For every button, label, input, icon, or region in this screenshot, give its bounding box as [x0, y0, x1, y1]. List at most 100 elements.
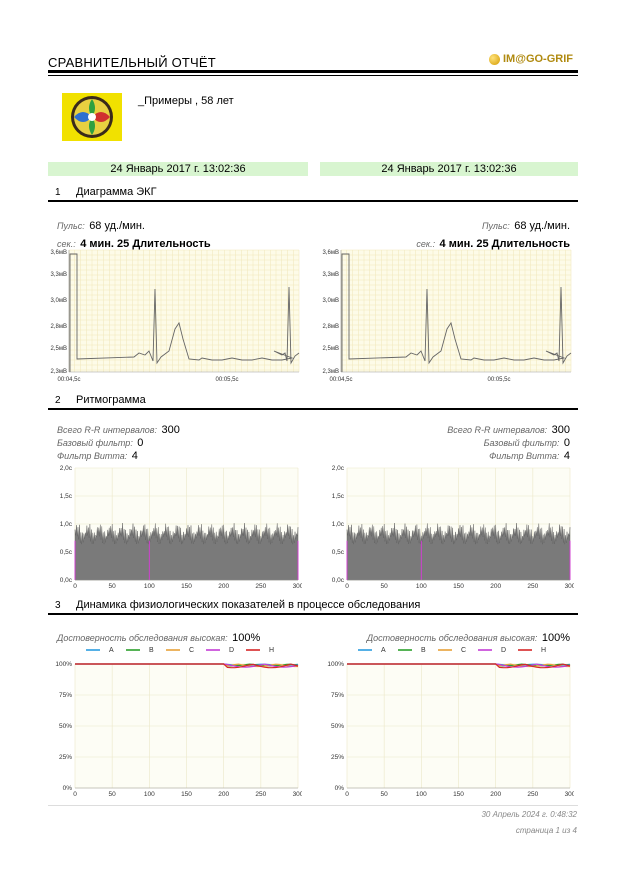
rhythm-info-left: Всего R-R интервалов: 300 Базовый фильтр… [57, 423, 180, 462]
x-tick-label: 300 [565, 583, 574, 590]
x-tick-label: 50 [381, 583, 389, 590]
date-left: 24 Январь 2017 г. 13:02:36 [48, 162, 308, 176]
y-tick-label: 1,5с [332, 493, 345, 500]
legend-label: D [229, 647, 234, 654]
y-tick-label: 100% [55, 661, 72, 668]
x-tick-label: 00:05,5с [487, 377, 510, 383]
base-filter-value: 0 [563, 437, 570, 449]
rhythm-info-right: Всего R-R интервалов: 300 Базовый фильтр… [447, 423, 570, 462]
x-tick-label: 100 [144, 583, 155, 590]
y-tick-label: 2,8мВ [51, 324, 67, 330]
x-tick-label: 150 [181, 791, 192, 798]
y-tick-label: 75% [331, 692, 344, 699]
y-tick-label: 2,5мВ [323, 346, 339, 352]
y-tick-label: 3,0мВ [323, 298, 339, 304]
patient-name-age: _Примеры , 58 лет [138, 95, 234, 107]
avatar-emblem [71, 96, 113, 138]
witt-filter-value: 4 [131, 450, 138, 462]
x-tick-label: 300 [293, 791, 302, 798]
x-tick-label: 250 [255, 583, 266, 590]
x-tick-label: 150 [453, 583, 464, 590]
y-tick-label: 2,8мВ [323, 324, 339, 330]
y-tick-label: 2,3мВ [51, 369, 67, 375]
x-tick-label: 300 [565, 791, 574, 798]
ecg-info-left: Пульс: 68 уд./мин. сек.: 4 мин. 25 Длите… [57, 216, 211, 252]
rr-total-value: 300 [551, 424, 570, 436]
rr-total-label: Всего R-R интервалов: [447, 425, 548, 435]
rhythmogram-right: 2,0с 1,5с 1,0с 0,5с 0,0с0 50 100 150 200 250 300 [332, 465, 574, 590]
y-tick-label: 75% [59, 692, 72, 699]
duration-value: 4 мин. 25 Длительность [80, 238, 211, 250]
witt-filter-label: Фильтр Витта: [489, 451, 560, 461]
logo-text: IM@GO-GRIF [503, 53, 573, 65]
x-tick-label: 300 [293, 583, 302, 590]
y-tick-label: 3,3мВ [323, 272, 339, 278]
ecg-chart-right: 3,6мВ 3,3мВ 3,0мВ 2,8мВ 2,5мВ 2,3мВ 00:04,5с 00… [323, 249, 572, 383]
x-tick-label: 100 [144, 791, 155, 798]
x-tick-label: 0 [73, 791, 77, 798]
legend-label: C [461, 647, 466, 654]
dynamics-chart-left: A B C D H 100% 75% 50% 25% 0%0 50 100 150 200 250 300 [55, 647, 302, 798]
ecg-chart-left: 3,6мВ 3,3мВ 3,0мВ 2,8мВ 2,5мВ 2,3мВ 00:04,5с 00… [51, 249, 300, 383]
x-tick-label: 250 [527, 583, 538, 590]
x-tick-label: 150 [181, 583, 192, 590]
x-tick-label: 50 [381, 791, 389, 798]
pulse-label: Пульс: [482, 221, 510, 231]
ecg-trace [341, 253, 572, 372]
x-tick-label: 0 [345, 583, 349, 590]
x-tick-label: 200 [218, 583, 229, 590]
y-tick-label: 25% [331, 754, 344, 761]
y-tick-label: 0,5с [60, 549, 73, 556]
y-tick-label: 2,0с [332, 465, 345, 472]
pulse-label: Пульс: [57, 221, 85, 231]
x-tick-label: 00:04,5с [57, 377, 80, 383]
rr-area [346, 522, 571, 581]
y-tick-label: 1,0с [332, 521, 345, 528]
header-rule-thin [48, 75, 578, 76]
y-tick-label: 3,0мВ [51, 298, 67, 304]
x-tick-label: 0 [345, 791, 349, 798]
rhythmogram-left: 2,0с 1,5с 1,0с 0,5с 0,0с0 50 100 150 200 250 300 [60, 465, 302, 590]
section-3-rule [48, 613, 578, 615]
reliability-label: Достоверность обследования высокая: [366, 633, 538, 643]
x-tick-label: 0 [73, 583, 77, 590]
section-2-number: 2 [55, 395, 61, 406]
x-tick-label: 50 [109, 791, 117, 798]
logo-icon [489, 53, 500, 65]
witt-filter-label: Фильтр Витта: [57, 451, 128, 461]
x-tick-label: 250 [255, 791, 266, 798]
date-right: 24 Январь 2017 г. 13:02:36 [320, 162, 578, 176]
x-tick-label: 200 [490, 583, 501, 590]
duration-value: 4 мин. 25 Длительность [439, 238, 570, 250]
section-1-title: Диаграмма ЭКГ [76, 186, 157, 198]
legend-label: A [109, 647, 114, 654]
reliability-label: Достоверность обследования высокая: [57, 633, 228, 643]
brand-logo: IM@GO-GRIF [489, 53, 573, 65]
y-tick-label: 0,0с [332, 577, 345, 584]
reliability-left: Достоверность обследования высокая: 100% [57, 628, 260, 646]
y-tick-label: 0,5с [332, 549, 345, 556]
legend-label: C [189, 647, 194, 654]
legend-label: H [541, 647, 546, 654]
section-2-rule [48, 408, 578, 410]
pulse-value: 68 уд./мин. [514, 220, 570, 232]
avatar [62, 93, 122, 141]
ecg-trace [69, 253, 300, 372]
y-tick-label: 2,3мВ [323, 369, 339, 375]
y-tick-label: 1,0с [60, 521, 73, 528]
duration-label: сек.: [416, 239, 436, 249]
rr-area [74, 522, 299, 581]
y-tick-label: 3,6мВ [51, 250, 67, 256]
y-tick-label: 0% [335, 785, 345, 792]
series-line-H [75, 663, 299, 669]
reliability-value: 100% [232, 632, 261, 644]
x-tick-label: 250 [527, 791, 538, 798]
y-tick-label: 25% [59, 754, 72, 761]
duration-label: сек.: [57, 239, 76, 249]
witt-filter-value: 4 [563, 450, 570, 462]
header-rule [48, 70, 578, 73]
base-filter-label: Базовый фильтр: [57, 438, 133, 448]
footer-page-number: страница 1 из 4 [515, 826, 577, 835]
y-tick-label: 2,0с [60, 465, 73, 472]
x-tick-label: 00:05,5с [215, 377, 238, 383]
